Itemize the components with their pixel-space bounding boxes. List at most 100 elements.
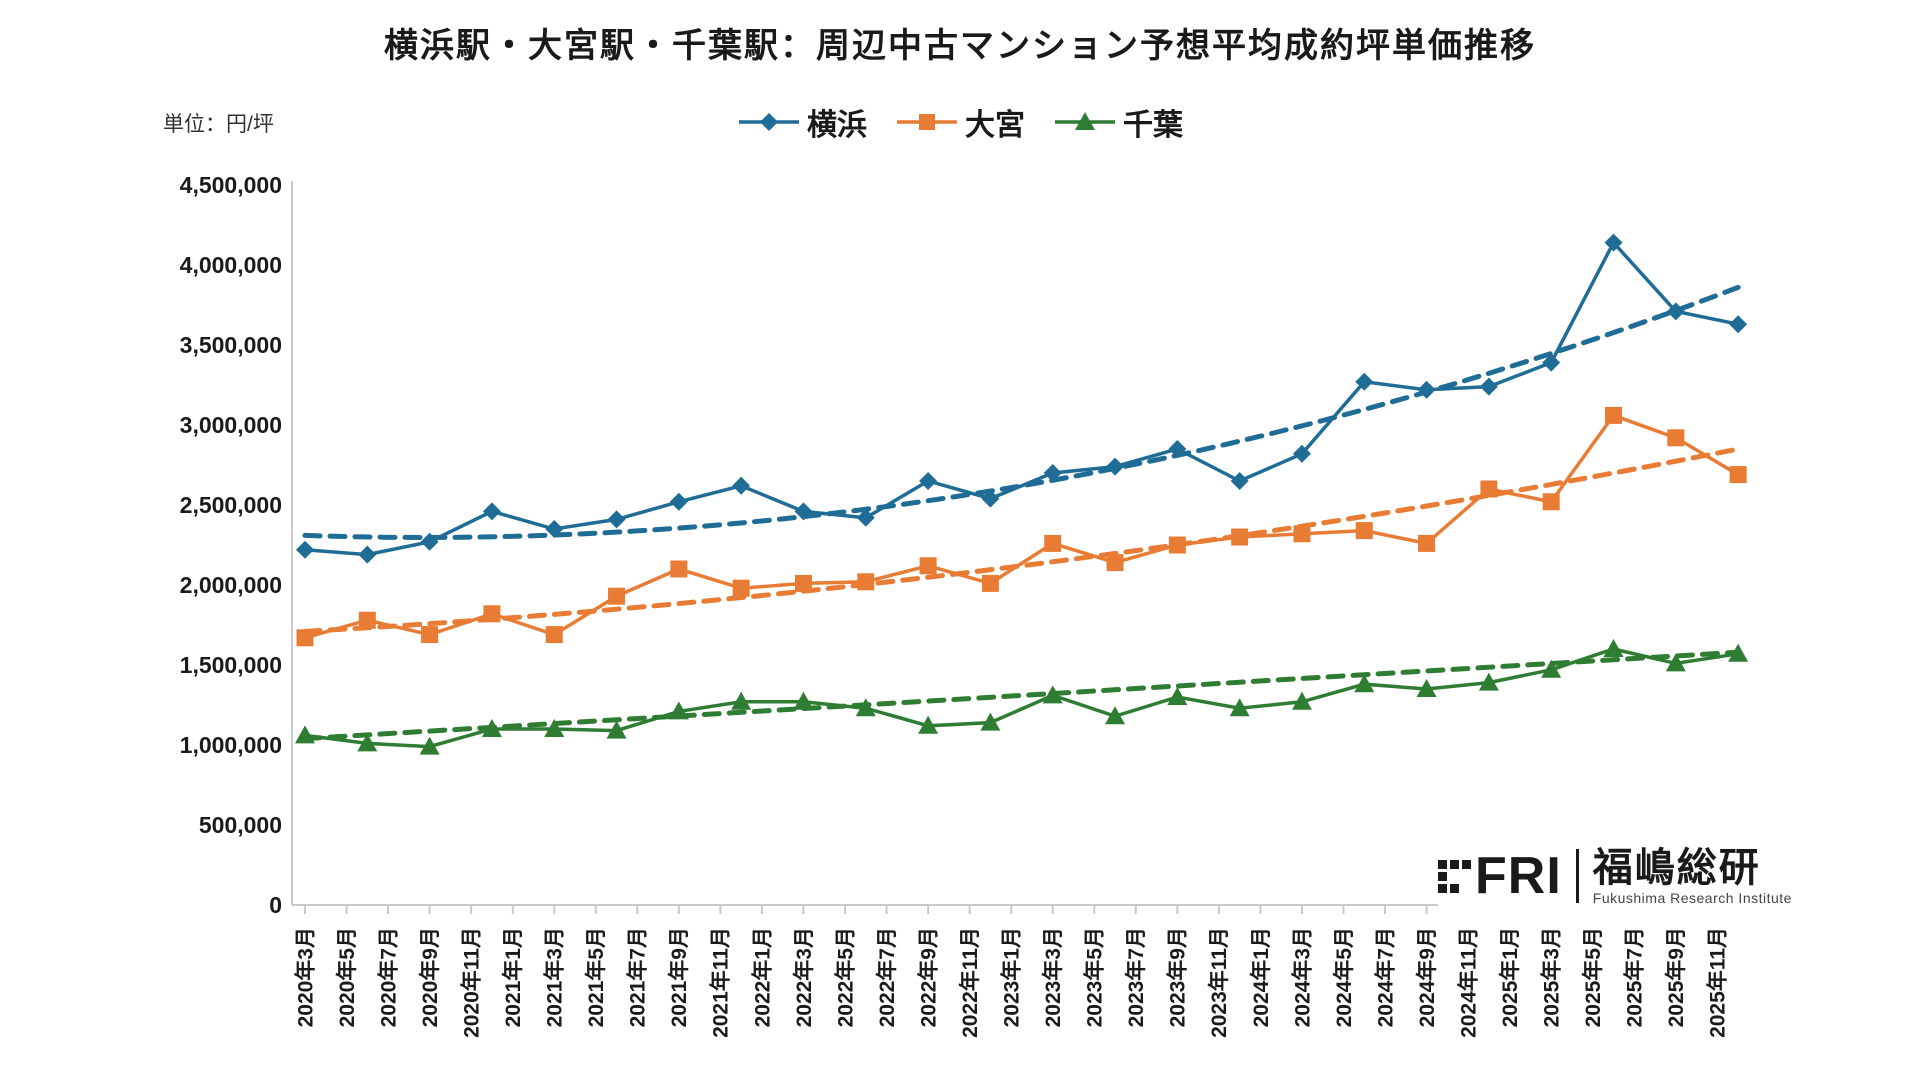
marker-square-大宮 [1418,534,1436,552]
y-axis-tick-label: 3,500,000 [180,332,282,358]
x-axis-tick-label: 2021年7月 [626,927,650,1027]
legend-item-大宮: 大宮 [895,100,1025,144]
x-axis-tick-label: 2024年3月 [1290,927,1314,1027]
x-axis-tick-label: 2025年3月 [1540,927,1564,1027]
marker-diamond-横浜 [981,489,1000,508]
marker-triangle-千葉 [918,715,939,734]
chart-title: 横浜駅・大宮駅・千葉駅：周辺中古マンション予想平均成約坪単価推移 [384,27,1536,65]
logo-mark: FRI [1438,850,1562,902]
marker-triangle-千葉 [1541,659,1562,678]
marker-square-大宮 [1667,429,1685,447]
legend-item-千葉: 千葉 [1053,100,1183,144]
marker-triangle-千葉 [1229,698,1250,717]
x-axis-tick-label: 2022年9月 [916,927,940,1027]
marker-square-大宮 [608,587,626,605]
y-axis-tick-label: 500,000 [199,812,282,838]
logo-initials: FRI [1475,847,1562,905]
logo-text: 福嶋総研 Fukushima Research Institute [1593,846,1792,906]
legend-label: 大宮 [965,109,1025,142]
x-axis-tick-label: 2022年11月 [958,927,982,1038]
x-axis-tick-label: 2022年5月 [833,927,857,1027]
x-axis-tick-label: 2025年9月 [1664,927,1688,1027]
x-axis-tick-label: 2025年11月 [1706,927,1730,1038]
marker-triangle-千葉 [544,719,565,737]
x-axis-tick-label: 2024年5月 [1332,927,1356,1027]
trendline-大宮 [302,446,1741,634]
marker-square-大宮 [1106,554,1124,572]
marker-square-大宮 [670,560,688,578]
y-axis-tick-label: 2,000,000 [180,572,282,598]
marker-diamond-横浜 [1417,380,1436,399]
marker-square-大宮 [1044,534,1062,552]
marker-triangle-千葉 [481,719,502,737]
marker-triangle-千葉 [731,691,752,710]
marker-square-大宮 [545,626,563,644]
marker-triangle-千葉 [1354,674,1375,693]
marker-diamond-横浜 [545,520,564,538]
marker-square-大宮 [421,626,439,644]
x-axis-tick-label: 2020年9月 [418,927,442,1027]
marker-square-大宮 [857,573,875,591]
y-axis-tick-label: 4,000,000 [180,252,282,278]
marker-diamond-横浜 [1479,377,1498,396]
marker-triangle-千葉 [668,701,689,720]
x-axis-tick-label: 2021年9月 [667,927,691,1027]
x-axis-tick-label: 2020年11月 [460,927,484,1038]
legend: 横浜 大宮 千葉 [0,100,1920,144]
x-axis-tick-label: 2024年11月 [1456,927,1480,1038]
marker-square-大宮 [1729,466,1747,484]
marker-square-大宮 [296,629,314,647]
legend-label: 千葉 [1123,109,1183,142]
marker-diamond-横浜 [1542,353,1561,372]
marker-triangle-千葉 [855,698,876,717]
trendline-横浜 [302,284,1741,540]
marker-triangle-千葉 [1105,706,1126,725]
marker-diamond-横浜 [919,472,938,490]
x-axis-tick-label: 2023年7月 [1124,927,1148,1027]
marker-triangle-千葉 [793,691,814,710]
series-line-横浜 [304,239,1739,557]
trendline-千葉 [302,649,1741,742]
marker-diamond-横浜 [1230,472,1249,490]
company-logo: FRI 福嶋総研 Fukushima Research Institute [1438,838,1798,914]
x-axis-tick-label: 2020年3月 [293,927,317,1027]
marker-square-大宮 [1355,522,1373,540]
marker-diamond-横浜 [1043,464,1062,482]
x-axis-tick-label: 2021年11月 [709,927,733,1038]
marker-diamond-横浜 [1292,444,1311,463]
marker-diamond-横浜 [1355,372,1374,391]
marker-diamond-横浜 [1168,440,1187,458]
marker-triangle-千葉 [1478,672,1499,691]
marker-triangle-千葉 [1042,685,1063,704]
marker-diamond-横浜 [1604,233,1623,252]
y-axis-tick-label: 2,500,000 [180,492,282,518]
marker-triangle-千葉 [1603,639,1624,657]
logo-company-name: 福嶋総研 [1592,846,1761,890]
y-axis-tick-label: 1,000,000 [180,732,282,758]
marker-triangle-千葉 [1416,679,1437,697]
x-axis-tick-label: 2025年7月 [1623,927,1647,1027]
y-axis-tick-label: 0 [269,892,282,918]
x-axis-tick-label: 2023年11月 [1207,927,1231,1038]
unit-label: 単位：円/坪 [163,113,274,136]
marker-triangle-千葉 [606,720,627,739]
marker-triangle-千葉 [419,736,440,755]
x-axis-tick-label: 2023年3月 [1041,927,1065,1027]
legend-triangle-marker-icon [1055,112,1115,130]
marker-triangle-千葉 [295,725,315,744]
marker-square-大宮 [358,611,376,629]
y-axis-tick-label: 3,000,000 [180,412,282,438]
y-axis-tick-label: 4,500,000 [180,172,282,198]
marker-diamond-横浜 [1106,457,1125,476]
x-axis-tick-label: 2020年5月 [335,927,359,1027]
marker-diamond-横浜 [296,540,314,559]
x-axis-tick-label: 2021年5月 [584,927,608,1027]
marker-square-大宮 [483,605,501,623]
legend-square-marker-icon [897,114,957,130]
marker-triangle-千葉 [1167,687,1188,705]
marker-square-大宮 [1231,528,1249,546]
marker-square-大宮 [919,557,937,575]
marker-triangle-千葉 [980,712,1001,731]
logo-pixel-icon [1438,859,1471,893]
marker-diamond-横浜 [607,510,626,529]
